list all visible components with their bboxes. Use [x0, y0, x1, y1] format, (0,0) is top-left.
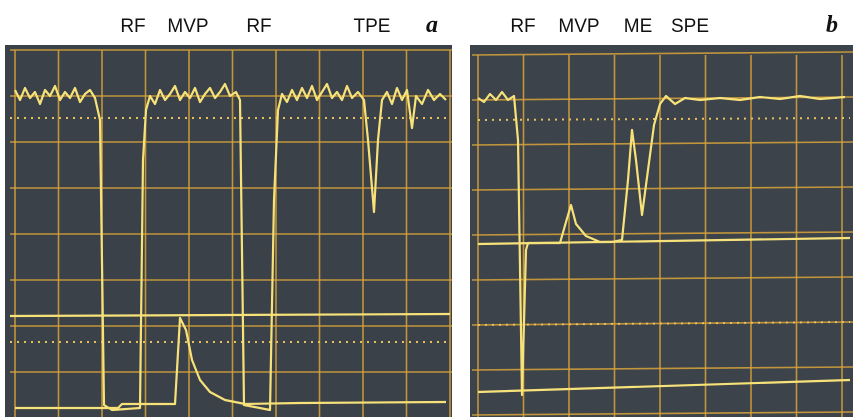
label: RF [246, 16, 271, 37]
trace-b-bottom [477, 378, 851, 394]
label: RF [510, 16, 535, 37]
label: TPE [354, 16, 391, 37]
screen-a [5, 45, 452, 417]
screen-b [470, 45, 853, 417]
labels-b: RF MVP ME SPE b [510, 12, 838, 38]
trace-a-top [14, 82, 447, 412]
label: RF [120, 16, 145, 37]
grid-line [471, 366, 853, 371]
label: MVP [558, 16, 599, 37]
trace-b-base [477, 236, 851, 246]
panel-letter: a [426, 12, 438, 38]
panel-letter: b [826, 12, 838, 38]
label: ME [624, 16, 653, 37]
label: SPE [671, 16, 709, 37]
grid-line [471, 231, 853, 236]
trace-b-top [477, 90, 846, 397]
grids [10, 49, 853, 417]
trace-a-base [9, 312, 451, 318]
grid-line [471, 276, 853, 281]
grid-line [471, 186, 853, 191]
grid-line [471, 141, 853, 146]
labels-a: RF MVP RF TPE a [120, 12, 438, 38]
trace-a-pulse [15, 316, 447, 410]
grid-line [471, 411, 853, 416]
grid-line [471, 51, 853, 56]
label: MVP [167, 16, 208, 37]
